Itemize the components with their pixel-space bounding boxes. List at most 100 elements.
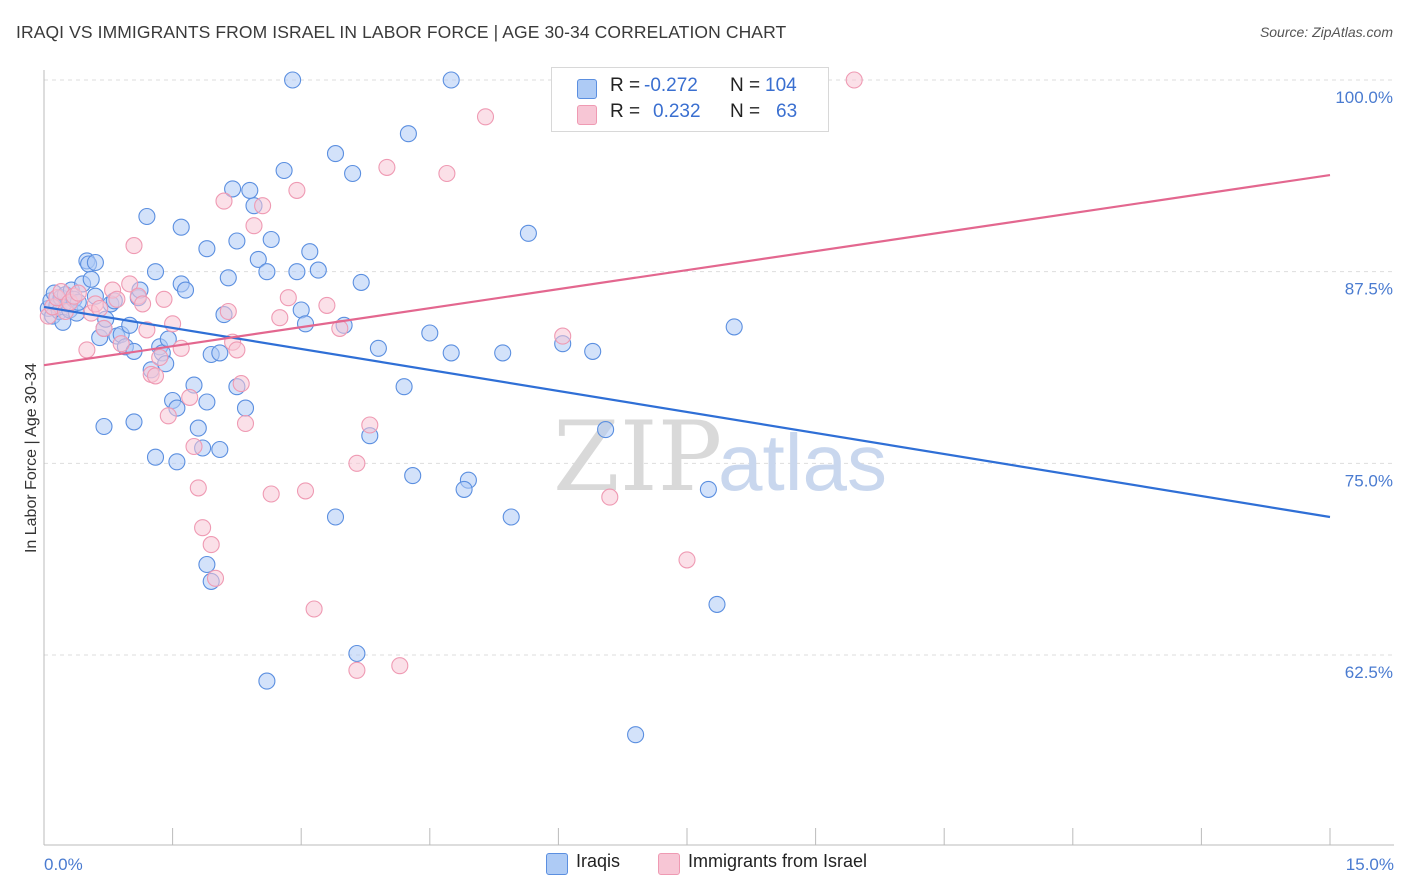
series-swatch-iraqis	[546, 853, 568, 875]
grid-lines	[44, 79, 1394, 656]
point-israel	[121, 275, 139, 293]
point-iraqis	[421, 324, 439, 342]
point-iraqis	[344, 164, 362, 183]
point-israel	[228, 341, 246, 359]
chart-source: Source: ZipAtlas.com	[1259, 24, 1393, 40]
point-israel	[348, 661, 366, 679]
point-israel	[206, 569, 225, 587]
point-iraqis	[455, 480, 473, 498]
point-israel	[279, 289, 297, 307]
point-iraqis	[699, 480, 717, 498]
point-iraqis	[309, 261, 327, 279]
point-iraqis	[262, 230, 280, 249]
series-label-israel: Immigrants from Israel	[688, 851, 868, 871]
legend-n-label: N =	[730, 75, 761, 96]
point-israel	[125, 237, 143, 255]
y-tick-label: 100.0%	[1335, 88, 1393, 107]
point-iraqis	[352, 273, 370, 291]
point-israel	[678, 551, 696, 569]
point-iraqis	[219, 269, 237, 287]
point-israel	[108, 290, 126, 308]
point-israel	[146, 367, 165, 385]
point-iraqis	[442, 71, 460, 89]
point-iraqis	[82, 270, 100, 288]
point-iraqis	[494, 344, 512, 362]
point-israel	[318, 296, 336, 314]
stats-legend: R = -0.272 N = 104 R = 0.232 N = 63	[551, 67, 829, 132]
legend-swatch-israel	[577, 105, 597, 125]
point-israel	[236, 414, 255, 433]
point-israel	[172, 339, 190, 357]
point-iraqis	[176, 281, 195, 299]
point-israel	[391, 657, 409, 675]
point-iraqis	[326, 508, 345, 526]
point-israel	[215, 192, 233, 210]
point-israel	[159, 407, 177, 425]
point-iraqis	[198, 240, 216, 258]
series-label-iraqis: Iraqis	[576, 851, 621, 871]
point-iraqis	[211, 440, 229, 459]
series-swatch-israel	[658, 853, 680, 875]
point-israel	[194, 519, 212, 537]
point-israel	[245, 217, 263, 235]
point-iraqis	[95, 417, 113, 436]
y-tick-label: 62.5%	[1345, 663, 1393, 682]
point-israel	[189, 479, 207, 497]
point-israel	[554, 327, 572, 345]
point-israel	[378, 158, 396, 176]
point-iraqis	[404, 467, 422, 485]
point-israel	[271, 309, 289, 327]
point-iraqis	[168, 453, 186, 471]
legend-r-value: 0.232	[653, 101, 701, 122]
point-iraqis	[249, 250, 267, 268]
point-iraqis	[284, 71, 302, 89]
x-tick-label-min: 0.0%	[44, 855, 83, 874]
point-israel	[601, 488, 619, 506]
watermark-zip: ZIP	[553, 401, 722, 513]
point-israel	[288, 181, 306, 199]
legend-n-value: 104	[765, 75, 797, 96]
point-israel	[138, 321, 156, 339]
point-iraqis	[399, 125, 417, 143]
point-iraqis	[519, 224, 537, 242]
point-israel	[348, 454, 366, 472]
point-israel	[361, 416, 379, 434]
point-israel	[262, 485, 280, 503]
point-iraqis	[198, 393, 216, 411]
point-israel	[202, 536, 220, 554]
point-israel	[112, 335, 130, 353]
point-iraqis	[288, 263, 306, 281]
y-tick-label: 87.5%	[1345, 280, 1393, 299]
watermark: ZIP atlas	[553, 401, 887, 513]
point-iraqis	[224, 180, 242, 198]
legend-n-value: 63	[776, 101, 798, 122]
legend-r-value: -0.272	[644, 75, 698, 96]
legend-r-label: R =	[610, 101, 641, 122]
point-israel	[305, 600, 323, 618]
legend-row-iraqis: R = -0.272 N = 104	[552, 75, 828, 103]
point-iraqis	[502, 508, 520, 526]
point-iraqis	[189, 419, 207, 437]
point-iraqis	[211, 344, 229, 362]
point-israel	[78, 341, 96, 359]
point-iraqis	[369, 339, 387, 357]
x-tick-label-max: 15.0%	[1346, 855, 1394, 874]
watermark-atlas: atlas	[718, 418, 887, 507]
point-iraqis	[146, 448, 165, 466]
point-israel	[296, 482, 315, 500]
point-iraqis	[146, 263, 165, 281]
point-iraqis	[708, 595, 726, 613]
point-iraqis	[348, 644, 366, 663]
point-iraqis	[296, 315, 315, 333]
point-israel	[95, 319, 113, 337]
point-israel	[438, 164, 456, 183]
point-israel	[134, 295, 152, 313]
point-israel	[232, 375, 250, 393]
point-israel	[151, 348, 169, 367]
chart-title: IRAQI VS IMMIGRANTS FROM ISRAEL IN LABOR…	[16, 22, 787, 42]
point-iraqis	[326, 145, 345, 163]
data-points	[39, 71, 863, 744]
point-iraqis	[597, 421, 615, 439]
point-israel	[476, 108, 495, 126]
